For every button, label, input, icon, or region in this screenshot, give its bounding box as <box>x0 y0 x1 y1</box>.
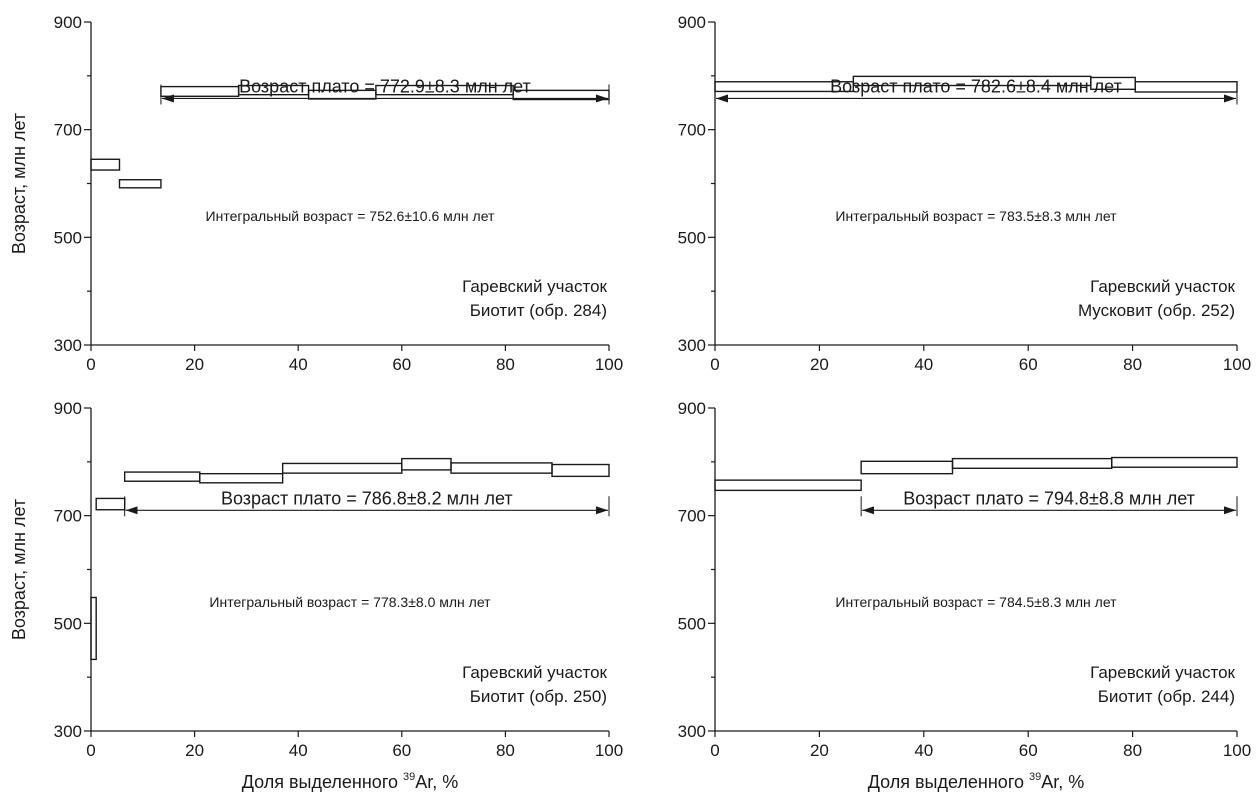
chart-panel-3: 300 500 700 900 0 20 40 60 80 100 Возраст плато = … <box>9 399 623 792</box>
sample-label: Биотит (обр. 284) <box>470 301 607 320</box>
age-step-box <box>551 463 610 478</box>
x-tick-label: 100 <box>595 355 623 374</box>
age-step-box <box>951 457 1113 469</box>
y-tick-label: 700 <box>678 507 706 526</box>
chart-panel-4: 300 500 700 900 0 20 40 60 80 100 Возраст плато = … <box>678 399 1252 792</box>
y-axis-title: Возраст, млн лет <box>9 499 29 640</box>
x-tick-label: 20 <box>810 741 829 760</box>
x-tick-label: 0 <box>86 355 95 374</box>
x-tick-label: 100 <box>1223 355 1251 374</box>
integral-age-label: Интегральный возраст = 752.6±10.6 млн ле… <box>206 208 496 224</box>
x-tick-label: 20 <box>185 355 204 374</box>
x-axis-title-sup: 39 <box>403 771 415 783</box>
y-tick-label: 500 <box>54 614 82 633</box>
y-tick-label: 900 <box>678 13 706 32</box>
x-tick-label: 100 <box>595 741 623 760</box>
x-tick-label: 0 <box>86 741 95 760</box>
x-tick-label: 40 <box>914 355 933 374</box>
y-tick-label: 500 <box>678 614 706 633</box>
y-tick-label: 300 <box>54 722 82 741</box>
age-step-box <box>714 479 862 492</box>
y-tick-label: 700 <box>54 121 82 140</box>
y-tick-label: 300 <box>54 336 82 355</box>
site-label: Гаревский участок <box>1090 663 1235 682</box>
age-step-box <box>401 457 452 471</box>
x-tick-label: 60 <box>392 355 411 374</box>
x-axis-title: Доля выделенного 39Ar, % <box>242 771 459 792</box>
age-step-box <box>1134 81 1238 93</box>
age-step-box <box>860 460 954 475</box>
age-step-box <box>450 462 553 474</box>
plateau-age-label: Возраст плато = 772.9±8.3 млн лет <box>239 76 531 96</box>
x-axis-title-suffix: Ar, % <box>415 772 458 792</box>
age-step-box <box>90 596 97 661</box>
integral-age-label: Интегральный возраст = 784.5±8.3 млн лет <box>835 594 1117 610</box>
plateau-age-label: Возраст плато = 794.8±8.8 млн лет <box>903 488 1195 508</box>
sample-label: Биотит (обр. 244) <box>1098 687 1235 706</box>
site-label: Гаревский участок <box>462 663 607 682</box>
site-label: Гаревский участок <box>1090 277 1235 296</box>
x-tick-label: 40 <box>914 741 933 760</box>
x-tick-label: 40 <box>289 355 308 374</box>
age-step-box <box>118 179 162 189</box>
x-tick-label: 60 <box>1019 355 1038 374</box>
sample-label: Мусковит (обр. 252) <box>1078 301 1235 320</box>
x-axis-title-sup: 39 <box>1029 771 1041 783</box>
y-tick-label: 700 <box>678 121 706 140</box>
x-tick-label: 80 <box>1123 355 1142 374</box>
y-tick-label: 900 <box>678 399 706 418</box>
x-tick-label: 60 <box>1019 741 1038 760</box>
y-tick-label: 900 <box>54 399 82 418</box>
chart-panel-1: 300 500 700 900 0 20 40 60 80 100 Возраст плато = … <box>9 13 623 374</box>
site-label: Гаревский участок <box>462 277 607 296</box>
x-axis-title-prefix: Доля выделенного <box>242 772 403 792</box>
y-axis-title: Возраст, млн лет <box>9 113 29 254</box>
sample-label: Биотит (обр. 250) <box>470 687 607 706</box>
plateau-age-label: Возраст плато = 782.6±8.4 млн лет <box>830 76 1122 96</box>
age-step-box <box>281 462 403 474</box>
x-tick-label: 80 <box>496 355 515 374</box>
x-axis-title-suffix: Ar, % <box>1041 772 1084 792</box>
age-step-box <box>90 158 121 171</box>
age-step-box <box>1111 456 1238 468</box>
age-step-box <box>123 471 201 482</box>
x-tick-label: 0 <box>710 741 719 760</box>
x-tick-label: 0 <box>710 355 719 374</box>
plateau-age-label: Возраст плато = 786.8±8.2 млн лет <box>221 488 513 508</box>
age-step-box <box>95 497 126 511</box>
x-tick-label: 60 <box>392 741 411 760</box>
age-step-box <box>160 85 240 97</box>
x-tick-label: 40 <box>289 741 308 760</box>
integral-age-label: Интегральный возраст = 783.5±8.3 млн лет <box>835 208 1117 224</box>
y-tick-label: 300 <box>678 722 706 741</box>
chart-panel-2: 300 500 700 900 0 20 40 60 80 100 Возраст плато = … <box>678 13 1252 374</box>
x-axis-title-prefix: Доля выделенного <box>868 772 1029 792</box>
x-tick-label: 80 <box>496 741 515 760</box>
age-step-box <box>199 472 284 484</box>
y-tick-label: 300 <box>678 336 706 355</box>
x-tick-label: 20 <box>185 741 204 760</box>
y-tick-label: 500 <box>678 228 706 247</box>
x-tick-label: 20 <box>810 355 829 374</box>
x-tick-label: 100 <box>1223 741 1251 760</box>
x-axis-title: Доля выделенного 39Ar, % <box>868 771 1085 792</box>
x-tick-label: 80 <box>1123 741 1142 760</box>
y-tick-label: 900 <box>54 13 82 32</box>
y-tick-label: 700 <box>54 507 82 526</box>
integral-age-label: Интегральный возраст = 778.3±8.0 млн лет <box>209 594 491 610</box>
y-tick-label: 500 <box>54 228 82 247</box>
